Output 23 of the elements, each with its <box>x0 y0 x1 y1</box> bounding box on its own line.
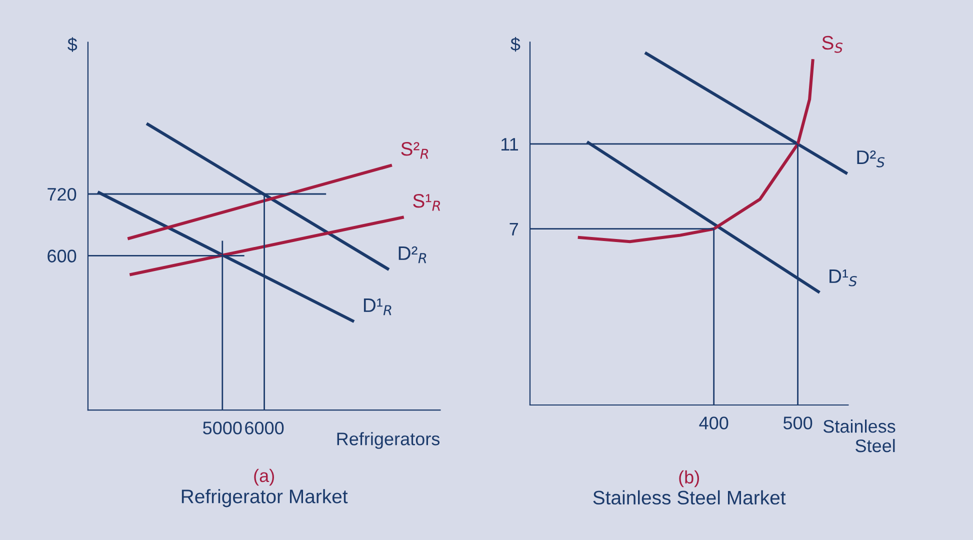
series-label: S¹$_{R}$ <box>413 194 440 211</box>
y-tick-label: 720 <box>48 188 76 201</box>
x-axis-title: Stainless Steel <box>823 420 896 452</box>
y-tick-label: 7 <box>510 222 518 236</box>
text: Stainless Steel Market <box>593 490 786 505</box>
x-axis-title: Refrigerators <box>337 432 440 449</box>
x-tick-label: 400 <box>699 416 728 430</box>
text: (b) <box>679 470 699 488</box>
x-tick-label: 6000 <box>245 422 284 434</box>
text: (a) <box>254 468 274 486</box>
series-label: S$_{S}$ <box>822 36 843 53</box>
y-axis-title: $ <box>510 37 520 52</box>
series-label: D¹$_{R}$ <box>364 298 392 316</box>
y-axis-title: $ <box>68 37 78 52</box>
series-label: S²$_{R}$ <box>401 142 428 159</box>
y-tick-label: 600 <box>48 250 76 262</box>
text: Refrigerator Market <box>182 489 348 508</box>
y-tick-label: 11 <box>502 138 518 151</box>
series-label: D²$_{R}$ <box>398 246 426 264</box>
x-tick-label: 5000 <box>203 422 242 434</box>
series-label: D¹$_{S}$ <box>830 270 857 286</box>
series-label: D²$_{S}$ <box>857 150 885 168</box>
x-tick-label: 500 <box>783 416 812 430</box>
